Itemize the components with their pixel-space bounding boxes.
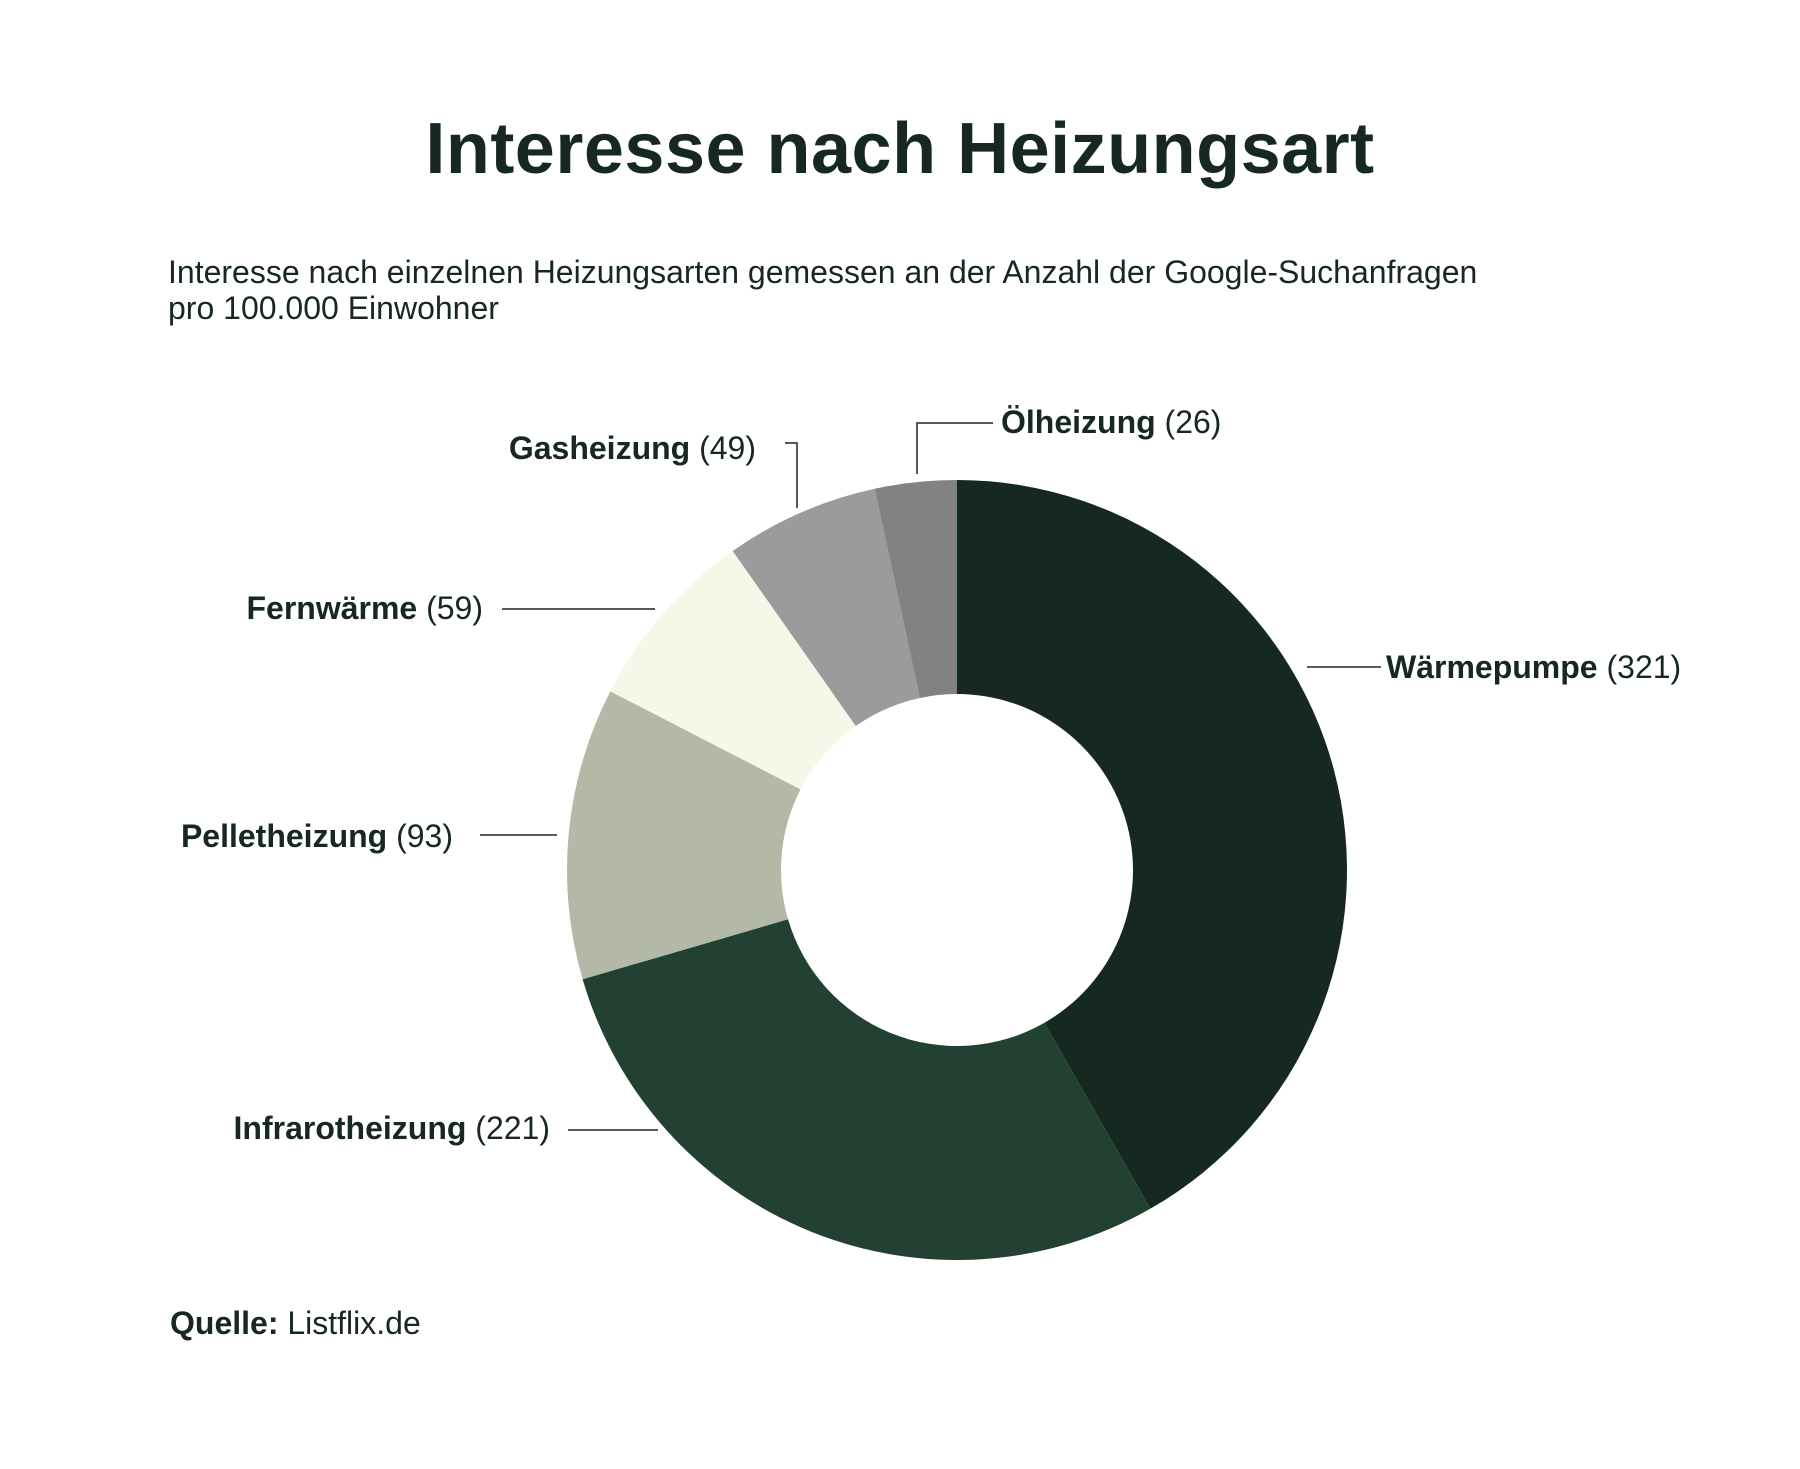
label-name-pelletheizung: Pelletheizung <box>181 818 387 854</box>
chart-subtitle: Interesse nach einzelnen Heizungsarten g… <box>168 254 1708 326</box>
label-name-gasheizung: Gasheizung <box>509 430 690 466</box>
slice-fernwaerme <box>610 550 856 790</box>
subtitle-line-1: Interesse nach einzelnen Heizungsarten g… <box>168 254 1478 290</box>
slice-infrarotheizung <box>582 919 1151 1260</box>
label-value-gasheizung: (49) <box>690 430 756 466</box>
label-value-fernwaerme: (59) <box>417 590 483 626</box>
label-value-infrarotheizung: (221) <box>466 1110 550 1146</box>
leader-line-oelheizung <box>916 422 993 474</box>
slice-pelletheizung <box>567 691 801 980</box>
label-value-waermepumpe: (321) <box>1598 649 1682 685</box>
label-pelletheizung: Pelletheizung (93) <box>181 818 453 854</box>
slice-oelheizung <box>874 480 957 698</box>
label-name-fernwaerme: Fernwärme <box>246 590 417 626</box>
label-value-oelheizung: (26) <box>1156 404 1222 440</box>
label-waermepumpe: Wärmepumpe (321) <box>1386 649 1681 685</box>
label-infrarotheizung: Infrarotheizung (221) <box>234 1110 550 1146</box>
leader-line-gasheizung <box>785 442 798 508</box>
slice-labels: Wärmepumpe (321) Infrarotheizung (221) Pel… <box>181 404 1681 1146</box>
label-value-pelletheizung: (93) <box>387 818 453 854</box>
label-name-waermepumpe: Wärmepumpe <box>1386 649 1598 685</box>
label-name-oelheizung: Ölheizung <box>1001 404 1156 440</box>
chart-title: Interesse nach Heizungsart <box>425 109 1375 189</box>
label-oelheizung: Ölheizung (26) <box>1001 404 1221 440</box>
source-label: Quelle: <box>170 1305 279 1341</box>
subtitle-line-2: pro 100.000 Einwohner <box>168 290 499 326</box>
slice-gasheizung <box>732 488 920 727</box>
slice-waermepumpe <box>957 480 1347 1209</box>
source-value: Listflix.de <box>287 1305 421 1341</box>
donut-slices <box>567 480 1347 1260</box>
label-fernwaerme: Fernwärme (59) <box>246 590 483 626</box>
source-note: Quelle: Listflix.de <box>170 1305 421 1342</box>
label-name-infrarotheizung: Infrarotheizung <box>234 1110 467 1146</box>
label-gasheizung: Gasheizung (49) <box>509 430 756 466</box>
